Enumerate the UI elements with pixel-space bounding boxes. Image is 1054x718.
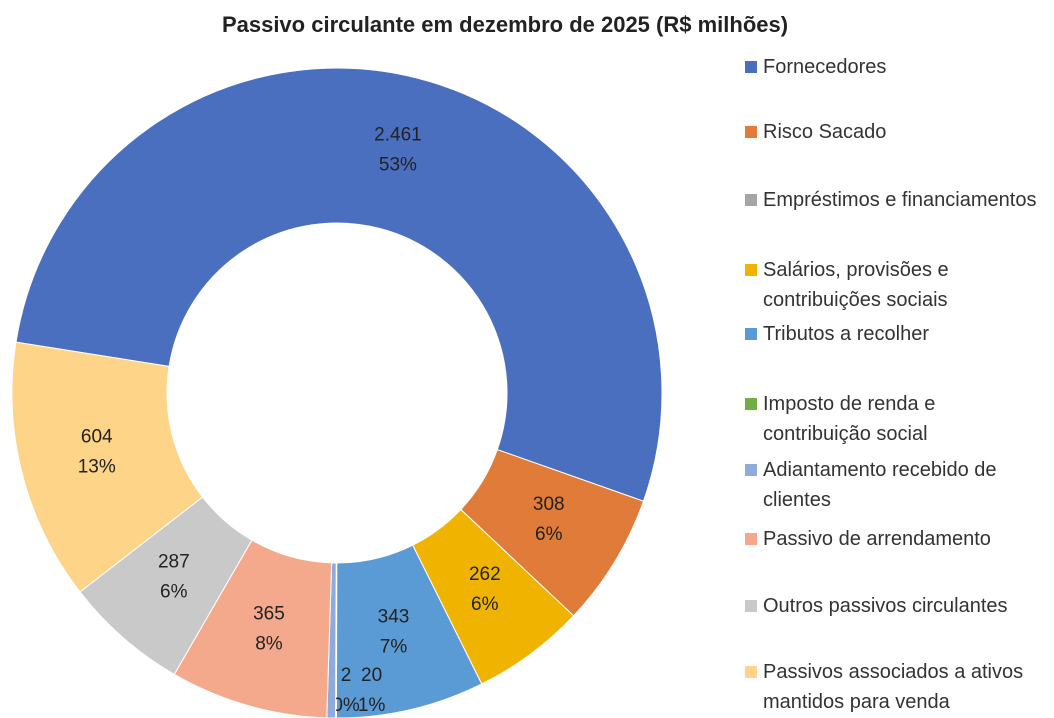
percent-label: 6% — [535, 524, 563, 545]
legend-label: Fornecedores — [763, 56, 887, 78]
value-label: 604 — [81, 427, 113, 448]
value-label: 2 — [341, 665, 352, 686]
legend-label: Passivos associados a ativos mantidos pa… — [763, 661, 1024, 713]
percent-label: 53% — [379, 155, 417, 176]
legend-swatch — [745, 666, 757, 678]
percent-label: 0% — [332, 695, 360, 716]
legend-label: Passivo de arrendamento — [763, 528, 991, 550]
legend-swatch — [745, 61, 757, 73]
percent-label: 6% — [160, 582, 188, 603]
value-label: 262 — [469, 564, 501, 585]
legend-swatch — [745, 398, 757, 410]
chart-title: Passivo circulante em dezembro de 2025 (… — [222, 12, 788, 37]
legend-label: Adiantamento recebido de clientes — [763, 459, 997, 511]
legend-swatch — [745, 328, 757, 340]
percent-label: 8% — [255, 633, 283, 654]
legend-item: Adiantamento recebido de clientes — [745, 455, 1045, 515]
legend-item: Tributos a recolher — [745, 319, 1045, 349]
legend-item: Passivos associados a ativos mantidos pa… — [745, 657, 1045, 717]
legend-swatch — [745, 126, 757, 138]
percent-label: 13% — [78, 457, 116, 478]
legend-label: Salários, provisões e contribuições soci… — [763, 259, 949, 311]
legend-item: Empréstimos e financiamentos — [745, 185, 1045, 215]
legend-swatch — [745, 264, 757, 276]
legend-item: Passivo de arrendamento — [745, 524, 1045, 554]
percent-label: 7% — [380, 636, 408, 657]
legend-label: Outros passivos circulantes — [763, 595, 1008, 617]
slice — [11, 341, 204, 593]
slice — [15, 67, 663, 502]
value-label: 20 — [361, 665, 382, 686]
legend-label: Imposto de renda e contribuição social — [763, 393, 936, 445]
value-label: 2.461 — [374, 125, 422, 146]
legend-item: Outros passivos circulantes — [745, 591, 1045, 621]
legend-item: Risco Sacado — [745, 117, 1045, 147]
legend-item: Salários, provisões e contribuições soci… — [745, 255, 1045, 315]
legend-label: Risco Sacado — [763, 121, 887, 143]
legend-label: Tributos a recolher — [763, 323, 929, 345]
value-label: 365 — [253, 603, 285, 624]
legend-swatch — [745, 600, 757, 612]
legend-swatch — [745, 464, 757, 476]
legend-item: Imposto de renda e contribuição social — [745, 389, 1045, 449]
legend-item: Fornecedores — [745, 52, 1045, 82]
legend-label: Empréstimos e financiamentos — [763, 189, 1037, 211]
value-label: 287 — [158, 552, 190, 573]
value-label: 343 — [378, 606, 410, 627]
legend-swatch — [745, 194, 757, 206]
percent-label: 1% — [358, 695, 386, 716]
slice — [335, 544, 483, 718]
percent-label: 6% — [471, 594, 499, 615]
legend-swatch — [745, 533, 757, 545]
value-label: 308 — [533, 494, 565, 515]
